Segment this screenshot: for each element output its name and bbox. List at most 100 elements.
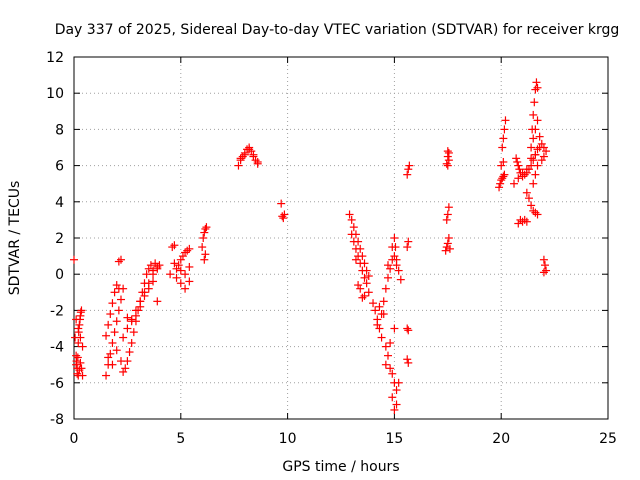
data-point <box>78 371 87 380</box>
data-point <box>185 277 194 286</box>
data-point <box>533 116 542 125</box>
y-tick-label: 8 <box>55 122 64 138</box>
data-point <box>119 367 128 376</box>
data-point <box>77 364 86 373</box>
data-point <box>121 364 130 373</box>
data-point <box>513 157 522 166</box>
data-point <box>240 148 249 157</box>
data-point <box>75 320 84 329</box>
data-point <box>520 170 529 179</box>
chart-title: Day 337 of 2025, Sidereal Day-to-day VTE… <box>55 22 620 38</box>
data-point <box>170 241 179 250</box>
data-point <box>533 210 542 219</box>
data-point <box>371 306 380 315</box>
data-point <box>131 306 140 315</box>
data-points <box>70 78 551 414</box>
data-point <box>360 291 369 300</box>
data-point <box>76 308 85 317</box>
data-point <box>362 279 371 288</box>
data-point <box>149 270 158 279</box>
data-point <box>392 400 401 409</box>
data-point <box>200 228 209 237</box>
data-point <box>185 244 194 253</box>
data-point <box>529 134 538 143</box>
data-point <box>108 338 117 347</box>
data-point <box>381 360 390 369</box>
data-point <box>123 324 132 333</box>
data-point <box>356 284 365 293</box>
data-point <box>533 161 542 170</box>
data-point <box>403 324 412 333</box>
data-point <box>375 324 384 333</box>
data-point <box>443 239 452 248</box>
y-tick-label: 6 <box>55 159 64 175</box>
data-point <box>386 338 395 347</box>
data-point <box>531 125 540 134</box>
data-point <box>149 277 158 286</box>
data-point <box>404 165 413 174</box>
data-point <box>386 264 395 273</box>
data-point <box>527 143 536 152</box>
data-point <box>542 147 551 156</box>
data-point <box>360 273 369 282</box>
data-point <box>514 161 523 170</box>
y-tick-label: 0 <box>55 267 64 283</box>
data-point <box>388 369 397 378</box>
data-point <box>392 255 401 264</box>
data-point <box>201 250 210 259</box>
data-point <box>181 248 190 257</box>
data-point <box>74 324 83 333</box>
y-tick-label: 10 <box>46 86 64 102</box>
data-point <box>383 261 392 270</box>
data-point <box>144 264 153 273</box>
y-tick-labels: -8 -6 -4 -2 0 2 4 6 8 10 12 <box>46 50 64 428</box>
data-point <box>444 203 453 212</box>
data-point <box>499 157 508 166</box>
data-point <box>442 215 451 224</box>
data-point <box>403 243 412 252</box>
data-point <box>183 246 192 255</box>
data-point <box>199 234 208 242</box>
data-point <box>379 310 388 319</box>
data-point <box>443 210 452 219</box>
data-point <box>238 152 247 161</box>
data-point <box>375 302 384 311</box>
data-point <box>396 275 405 284</box>
data-point <box>522 165 531 174</box>
data-point <box>383 273 392 282</box>
data-point <box>78 342 87 351</box>
data-point <box>349 223 358 232</box>
data-point <box>512 154 521 163</box>
data-point <box>403 170 412 179</box>
data-point <box>116 255 125 264</box>
data-point <box>527 154 536 163</box>
data-point <box>127 315 136 324</box>
data-point <box>351 244 360 253</box>
data-point <box>170 259 179 268</box>
data-point <box>153 264 162 273</box>
x-axis-label: GPS time / hours <box>282 459 399 475</box>
data-point <box>381 284 390 293</box>
data-point <box>112 281 121 290</box>
data-point <box>381 342 390 351</box>
y-axis-label: SDTVAR / TECUs <box>7 181 23 296</box>
data-point <box>251 156 260 165</box>
x-tick-label: 25 <box>599 431 617 447</box>
data-point <box>530 98 539 107</box>
data-point <box>279 214 288 223</box>
data-point <box>514 174 523 183</box>
data-point <box>356 259 365 268</box>
data-point <box>72 315 81 324</box>
data-point <box>537 156 546 165</box>
data-point <box>153 297 162 306</box>
data-point <box>390 234 399 242</box>
data-point <box>123 357 132 366</box>
data-point <box>379 297 388 306</box>
data-point <box>539 255 548 264</box>
data-point <box>155 261 164 270</box>
data-point <box>202 223 211 232</box>
data-point <box>445 244 454 253</box>
data-point <box>532 78 541 87</box>
data-point <box>497 161 506 170</box>
data-point <box>542 266 551 275</box>
